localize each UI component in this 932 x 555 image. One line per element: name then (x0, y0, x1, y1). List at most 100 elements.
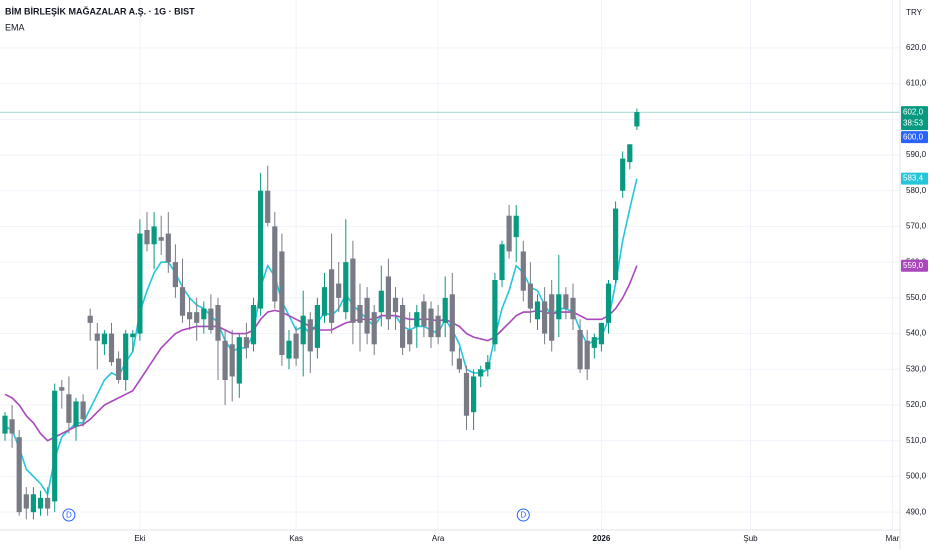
candle-body (179, 287, 186, 316)
candle-body (428, 308, 434, 338)
candle-body (414, 312, 420, 327)
candle-body (620, 158, 626, 191)
candle-body (478, 369, 484, 377)
y-tick-label: 540,0 (906, 329, 927, 338)
x-tick-label: Mar (886, 534, 900, 543)
candle-body (350, 258, 356, 323)
candle-body (80, 401, 86, 420)
candle-body (172, 262, 178, 288)
candle-body (158, 237, 164, 241)
candle-body (258, 190, 264, 309)
candle-body (449, 294, 455, 352)
candle-body (542, 301, 548, 334)
candle-body (45, 497, 51, 509)
candle-body (407, 330, 413, 345)
candle-body (307, 319, 313, 352)
candle-body (357, 305, 363, 323)
candle-body (527, 283, 533, 309)
candle-body (165, 233, 171, 263)
candle-body (563, 294, 569, 309)
last-price-badge (901, 106, 928, 131)
ema-badge (901, 172, 928, 185)
x-tick-label: 2026 (593, 534, 611, 543)
y-tick-label: 610,0 (906, 79, 927, 88)
countdown-label: 38:53 (903, 118, 924, 127)
candle-body (485, 362, 491, 370)
candle-body (506, 215, 512, 252)
y-tick-label: 570,0 (906, 222, 927, 231)
candle-body (499, 244, 505, 280)
candle-body (279, 251, 285, 355)
y-tick-label: 580,0 (906, 186, 927, 195)
candle-body (605, 283, 612, 323)
axis: 490,0500,0510,0520,0530,0540,0550,0560,0… (134, 43, 928, 543)
candle-body (364, 297, 370, 334)
candle-body (570, 297, 576, 320)
candle-body (577, 330, 583, 370)
y-tick-label: 590,0 (906, 150, 927, 159)
candle-body (329, 269, 335, 323)
candle-body (73, 401, 79, 427)
candle-body (520, 251, 526, 291)
ema-line (4, 265, 638, 442)
candle-body (286, 340, 292, 359)
candle-body (627, 144, 633, 163)
candle-body (421, 301, 427, 327)
candle-body (385, 276, 391, 320)
candle-body (151, 226, 157, 245)
y-tick-label: 520,0 (906, 400, 927, 409)
candle-body (442, 297, 448, 323)
x-tick-label: Eki (134, 534, 145, 543)
candle-body (378, 290, 384, 313)
x-tick-label: Ara (432, 534, 445, 543)
event-marker (516, 508, 530, 522)
candle-body (456, 358, 462, 370)
candle-body (463, 372, 470, 416)
candle-body (66, 394, 72, 423)
candle-body (591, 337, 597, 348)
candle-body (16, 437, 22, 513)
candle-body (513, 215, 519, 238)
candle-body (101, 333, 107, 345)
candle-body (94, 333, 100, 341)
x-tick-label: Şub (743, 534, 758, 543)
candle-body (534, 301, 541, 320)
candle-body (293, 333, 299, 359)
candle-body (471, 376, 477, 413)
candle-body (243, 337, 249, 348)
candle-body (144, 230, 150, 245)
candle-body (116, 358, 122, 380)
candle-body (492, 280, 498, 345)
event-marker (62, 508, 76, 522)
candle-body (59, 387, 65, 391)
candle-body (250, 305, 257, 345)
event-label: D (520, 511, 526, 520)
candle-body (201, 308, 207, 320)
candle-body (137, 233, 143, 334)
currency-label: TRY (906, 8, 923, 17)
candle-body (343, 262, 349, 313)
y-tick-label: 530,0 (906, 364, 927, 373)
x-tick-label: Kas (289, 534, 303, 543)
legend-label: EMA (5, 22, 25, 32)
candle-body (23, 494, 29, 509)
last-price-label: 602,0 (903, 107, 924, 116)
candle-body (321, 287, 328, 316)
candle-body (584, 340, 590, 370)
candle-body (400, 305, 406, 348)
candle-body (30, 494, 36, 513)
chart-title: BİM BİRLEŞİK MAĞAZALAR A.Ş. · 1G · BIST (5, 5, 195, 16)
candle-body (222, 340, 228, 380)
candle-body (314, 305, 320, 348)
candle-body (87, 315, 93, 323)
ema-last-label: 583,4 (903, 174, 924, 183)
ema-last-label: 559,0 (903, 261, 924, 270)
candle-body (123, 333, 129, 380)
candle-body (556, 294, 562, 320)
candle-body (215, 305, 221, 341)
y-tick-label: 510,0 (906, 436, 927, 445)
